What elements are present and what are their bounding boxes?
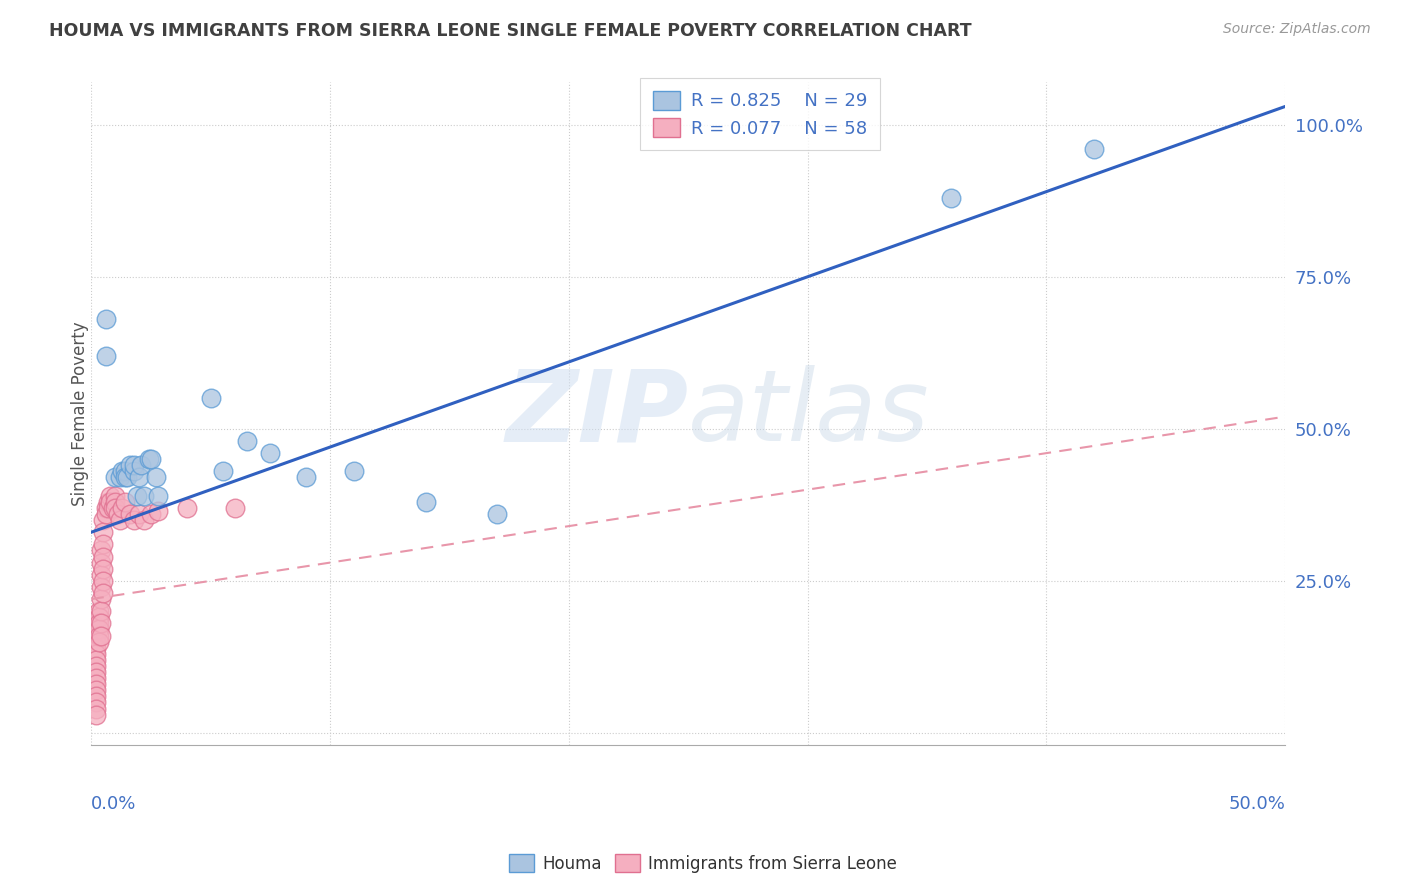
Point — [101, 500, 124, 515]
Point — [108, 513, 131, 527]
Point — [84, 677, 107, 691]
Point — [415, 495, 437, 509]
Text: HOUMA VS IMMIGRANTS FROM SIERRA LEONE SINGLE FEMALE POVERTY CORRELATION CHART: HOUMA VS IMMIGRANTS FROM SIERRA LEONE SI… — [49, 22, 972, 40]
Point — [84, 707, 107, 722]
Point — [87, 629, 110, 643]
Point — [139, 452, 162, 467]
Point — [90, 604, 112, 618]
Point — [107, 507, 129, 521]
Point — [124, 513, 146, 527]
Point — [84, 653, 107, 667]
Point — [295, 470, 318, 484]
Point — [84, 671, 107, 685]
Point — [100, 495, 122, 509]
Point — [139, 507, 162, 521]
Text: atlas: atlas — [689, 365, 929, 462]
Point — [124, 464, 146, 478]
Point — [90, 556, 112, 570]
Point — [118, 507, 141, 521]
Point — [128, 470, 150, 484]
Point — [94, 507, 117, 521]
Point — [224, 500, 246, 515]
Point — [87, 623, 110, 637]
Point — [114, 464, 136, 478]
Point — [97, 500, 120, 515]
Point — [87, 604, 110, 618]
Point — [84, 696, 107, 710]
Point — [84, 701, 107, 715]
Point — [100, 489, 122, 503]
Point — [90, 616, 112, 631]
Point — [176, 500, 198, 515]
Point — [94, 500, 117, 515]
Point — [148, 489, 170, 503]
Text: 50.0%: 50.0% — [1229, 795, 1285, 813]
Point — [91, 586, 114, 600]
Point — [90, 543, 112, 558]
Point — [94, 312, 117, 326]
Point — [91, 562, 114, 576]
Point — [91, 513, 114, 527]
Point — [132, 513, 155, 527]
Point — [84, 619, 107, 633]
Text: 0.0%: 0.0% — [91, 795, 136, 813]
Point — [84, 640, 107, 655]
Point — [90, 592, 112, 607]
Point — [148, 504, 170, 518]
Point — [132, 489, 155, 503]
Legend: R = 0.825    N = 29, R = 0.077    N = 58: R = 0.825 N = 29, R = 0.077 N = 58 — [640, 78, 880, 150]
Point — [128, 507, 150, 521]
Point — [87, 616, 110, 631]
Point — [111, 464, 134, 478]
Point — [94, 349, 117, 363]
Point — [104, 489, 127, 503]
Point — [104, 500, 127, 515]
Point — [343, 464, 366, 478]
Point — [91, 525, 114, 540]
Legend: Houma, Immigrants from Sierra Leone: Houma, Immigrants from Sierra Leone — [502, 847, 904, 880]
Point — [145, 470, 167, 484]
Point — [108, 470, 131, 484]
Point — [1083, 142, 1105, 156]
Point — [125, 489, 148, 503]
Point — [211, 464, 233, 478]
Text: ZIP: ZIP — [505, 365, 689, 462]
Point — [87, 610, 110, 624]
Point — [91, 574, 114, 588]
Point — [104, 470, 127, 484]
Point — [90, 580, 112, 594]
Point — [90, 629, 112, 643]
Point — [235, 434, 257, 448]
Point — [91, 537, 114, 551]
Point — [486, 507, 509, 521]
Point — [91, 549, 114, 564]
Point — [84, 659, 107, 673]
Point — [124, 458, 146, 473]
Point — [87, 634, 110, 648]
Point — [84, 629, 107, 643]
Point — [84, 690, 107, 704]
Point — [118, 458, 141, 473]
Point — [97, 495, 120, 509]
Point — [939, 191, 962, 205]
Point — [90, 567, 112, 582]
Y-axis label: Single Female Poverty: Single Female Poverty — [72, 321, 89, 506]
Point — [115, 470, 138, 484]
Point — [84, 647, 107, 661]
Point — [131, 458, 153, 473]
Point — [104, 495, 127, 509]
Point — [84, 683, 107, 698]
Point — [259, 446, 281, 460]
Point — [84, 665, 107, 679]
Text: Source: ZipAtlas.com: Source: ZipAtlas.com — [1223, 22, 1371, 37]
Point — [114, 495, 136, 509]
Point — [84, 634, 107, 648]
Point — [111, 500, 134, 515]
Point — [114, 470, 136, 484]
Point — [138, 452, 160, 467]
Point — [200, 392, 222, 406]
